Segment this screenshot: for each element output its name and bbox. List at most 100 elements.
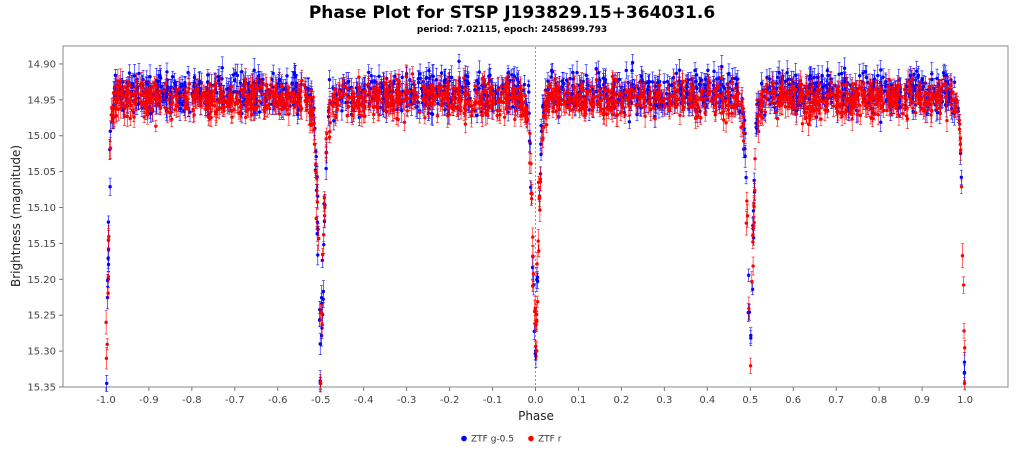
data-point — [916, 75, 920, 80]
data-point — [271, 71, 275, 76]
data-point — [173, 83, 177, 88]
data-point — [949, 78, 953, 82]
data-point — [570, 92, 574, 96]
data-point — [581, 79, 585, 83]
data-point — [377, 74, 381, 78]
data-point — [645, 88, 649, 92]
data-point — [825, 68, 830, 73]
data-point — [530, 265, 535, 270]
data-point — [132, 74, 137, 78]
data-point — [137, 71, 141, 76]
data-point — [858, 74, 862, 78]
data-point — [733, 76, 737, 81]
data-point — [624, 68, 628, 73]
data-point — [959, 175, 964, 179]
data-point — [521, 88, 525, 93]
data-point — [712, 69, 716, 74]
data-point — [427, 68, 431, 73]
data-point — [135, 77, 139, 81]
data-point — [127, 71, 132, 75]
data-point — [366, 70, 371, 75]
data-point — [165, 70, 169, 74]
data-point — [231, 73, 235, 77]
data-point — [534, 354, 538, 359]
data-point — [105, 295, 110, 300]
data-point — [183, 83, 187, 87]
data-point — [842, 66, 847, 70]
data-point — [601, 76, 606, 80]
data-point — [752, 178, 756, 183]
data-point — [922, 84, 926, 89]
data-point — [108, 185, 112, 189]
data-point — [674, 71, 679, 75]
data-point — [665, 79, 670, 84]
data-point — [340, 109, 344, 113]
data-point — [439, 71, 444, 75]
data-point — [693, 68, 697, 73]
data-point — [148, 112, 153, 116]
data-point — [738, 110, 742, 114]
data-point — [879, 68, 883, 72]
data-point — [596, 71, 601, 75]
data-point — [630, 60, 635, 65]
data-point — [477, 70, 481, 74]
data-point — [837, 72, 841, 77]
data-point — [912, 72, 916, 76]
data-point — [549, 75, 553, 79]
data-point — [662, 80, 666, 84]
data-point — [747, 273, 751, 277]
data-point — [511, 105, 515, 109]
data-point — [327, 77, 332, 82]
data-point — [627, 120, 632, 124]
data-point — [136, 102, 141, 106]
data-point — [322, 242, 326, 247]
data-point — [952, 80, 957, 84]
data-point — [584, 73, 588, 77]
data-point — [106, 220, 111, 224]
data-point — [814, 81, 818, 85]
data-point — [104, 381, 109, 386]
data-point — [759, 81, 764, 86]
data-point — [763, 113, 767, 117]
data-point — [206, 73, 210, 77]
chart-title: Phase Plot for STSP J193829.15+364031.6 — [0, 3, 1024, 23]
data-point — [787, 82, 792, 87]
data-point — [314, 154, 318, 159]
data-point — [685, 92, 690, 97]
data-point — [550, 70, 555, 74]
data-point — [170, 75, 175, 79]
data-point — [699, 78, 704, 82]
data-point — [706, 68, 710, 73]
data-point — [319, 295, 324, 300]
data-point — [510, 73, 514, 77]
data-point — [252, 68, 256, 72]
data-point — [476, 81, 481, 85]
data-point — [188, 110, 192, 114]
data-point — [639, 74, 644, 78]
data-point — [876, 73, 880, 78]
data-point — [698, 109, 702, 114]
data-point — [419, 86, 424, 91]
data-point — [722, 85, 726, 90]
data-point — [315, 220, 320, 224]
data-point — [571, 70, 575, 75]
data-point — [370, 80, 374, 84]
data-point — [428, 76, 432, 80]
data-point — [930, 72, 934, 76]
data-point — [180, 102, 185, 107]
data-point — [594, 67, 598, 71]
data-point — [106, 262, 111, 267]
data-point — [785, 70, 789, 75]
data-point — [443, 77, 448, 82]
data-point — [746, 310, 750, 315]
chart-subtitle: period: 7.02115, epoch: 2458699.793 — [0, 25, 1024, 35]
data-point — [539, 142, 543, 146]
data-point — [108, 129, 113, 134]
data-point — [962, 371, 967, 375]
data-points-layer — [104, 53, 967, 393]
data-point — [781, 74, 785, 78]
data-point — [749, 336, 753, 340]
data-point — [617, 77, 621, 82]
data-point — [290, 81, 294, 85]
